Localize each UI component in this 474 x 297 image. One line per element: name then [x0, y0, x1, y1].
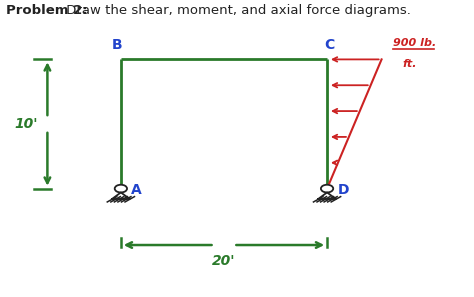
Text: B: B: [112, 38, 122, 52]
Text: 900 lb.: 900 lb.: [393, 37, 437, 48]
Text: A: A: [131, 183, 142, 197]
Text: C: C: [324, 38, 335, 52]
Circle shape: [115, 185, 127, 192]
Text: 20': 20': [212, 254, 236, 268]
Text: Problem 2:: Problem 2:: [6, 4, 87, 18]
Circle shape: [321, 185, 333, 192]
Text: Draw the shear, moment, and axial force diagrams.: Draw the shear, moment, and axial force …: [62, 4, 410, 18]
Text: 10': 10': [14, 117, 38, 131]
Text: D: D: [337, 183, 349, 197]
Text: ft.: ft.: [403, 59, 418, 69]
